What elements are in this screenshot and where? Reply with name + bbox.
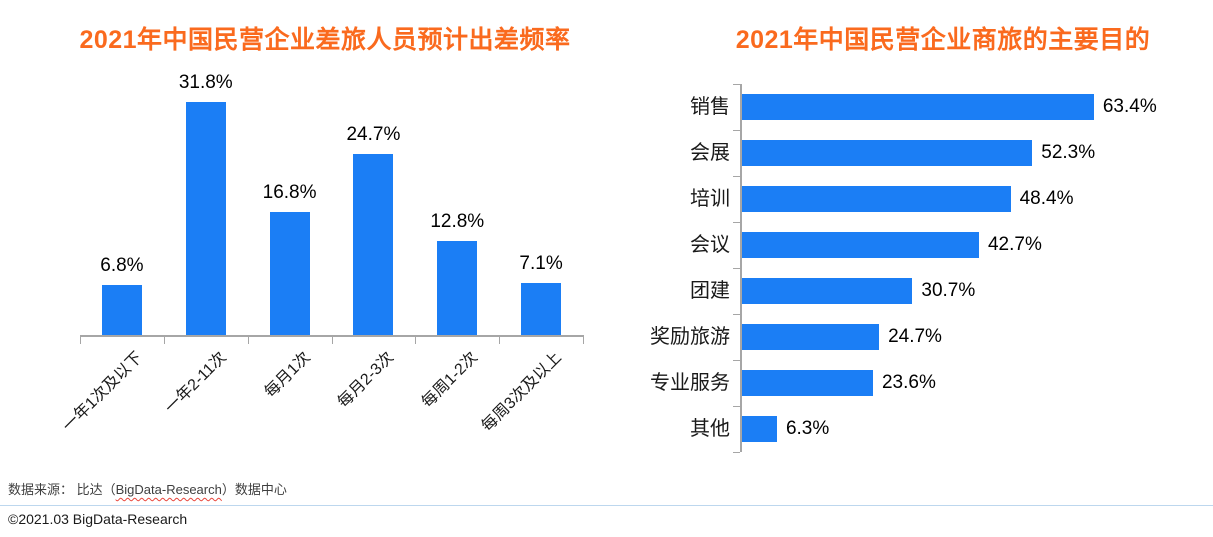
y-axis-tick [733, 222, 740, 223]
bar-2 [742, 186, 1011, 212]
x-axis-tick [499, 335, 501, 344]
bar-5 [521, 282, 562, 335]
bar-value-label: 16.8% [262, 181, 317, 203]
footer-divider [0, 505, 1213, 506]
bar-value-label: 6.3% [785, 418, 830, 439]
bar-3 [742, 232, 979, 258]
y-axis-tick [733, 84, 740, 85]
x-axis-tick [163, 335, 165, 344]
bar-0 [742, 94, 1094, 120]
x-axis-tick [415, 335, 417, 344]
bar-value-label: 24.7% [346, 123, 401, 145]
bar-value-label: 24.7% [888, 326, 942, 347]
y-category-label: 其他 [690, 418, 730, 440]
bar-1 [742, 140, 1033, 166]
bar-value-label: 52.3% [1041, 142, 1096, 163]
y-category-label: 奖励旅游 [650, 326, 730, 348]
bar-0 [101, 285, 142, 335]
y-category-label: 销售 [690, 96, 730, 118]
bar-4 [437, 241, 478, 335]
y-axis-tick [733, 176, 740, 177]
y-axis-tick [733, 406, 740, 407]
bar-value-label: 30.7% [921, 280, 976, 301]
right-chart-title: 2021年中国民营企业商旅的主要目的 [735, 26, 1151, 54]
y-category-label: 团建 [690, 280, 730, 302]
bar-value-label: 23.6% [881, 372, 936, 393]
data-source-note: 数据来源： 比达（BigData-Research）数据中心 [8, 479, 287, 498]
bar-2 [269, 211, 310, 335]
y-category-label: 会展 [690, 142, 730, 164]
x-axis-tick [80, 335, 81, 344]
data-source-brand: BigData-Research [115, 482, 222, 497]
bar-value-label: 6.8% [100, 255, 144, 277]
y-category-label: 专业服务 [650, 372, 730, 394]
bar-value-label: 31.8% [178, 71, 233, 93]
bar-4 [742, 278, 913, 304]
bar-value-label: 48.4% [1019, 188, 1074, 209]
y-axis-tick [733, 130, 740, 131]
copyright-text: ©2021.03 BigData-Research [8, 511, 188, 527]
bar-value-label: 42.7% [987, 234, 1042, 255]
bar-3 [353, 153, 394, 335]
left-chart-title: 2021年中国民营企业差旅人员预计出差频率 [79, 26, 571, 54]
data-source-prefix: 数据来源： 比达（ [8, 482, 116, 497]
bar-value-label: 12.8% [430, 211, 485, 233]
bar-1 [185, 101, 226, 335]
y-category-label: 培训 [690, 188, 730, 210]
y-axis-tick [733, 452, 740, 453]
y-category-label: 会议 [690, 234, 730, 256]
x-axis-tick [331, 335, 333, 344]
x-axis-tick [583, 335, 584, 344]
y-axis-tick [733, 360, 740, 361]
bar-5 [742, 324, 880, 350]
bar-6 [742, 370, 873, 396]
y-axis-line [740, 84, 742, 452]
y-axis-tick [733, 268, 740, 269]
bar-value-label: 7.1% [519, 252, 563, 274]
y-axis-tick [733, 314, 740, 315]
bar-value-label: 63.4% [1102, 96, 1157, 117]
x-axis-tick [247, 335, 249, 344]
data-source-suffix: ）数据中心 [221, 482, 287, 497]
bar-7 [742, 416, 777, 442]
